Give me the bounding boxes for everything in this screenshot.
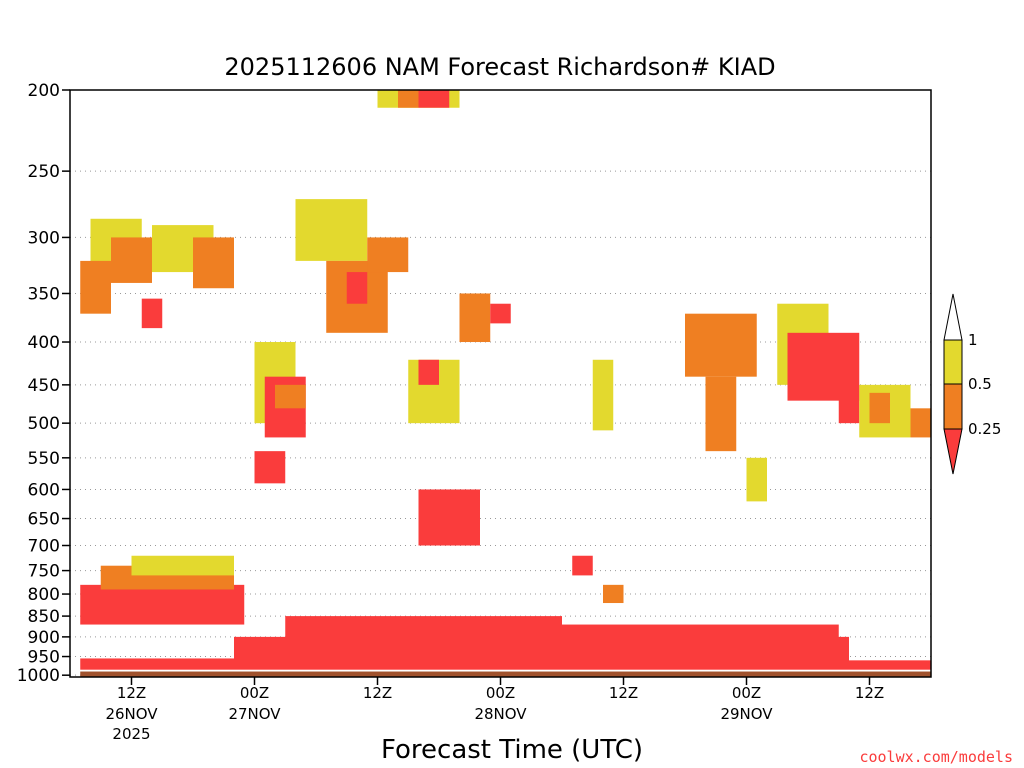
region-ri bbox=[849, 660, 931, 670]
region-ground bbox=[80, 671, 931, 677]
region-ri bbox=[838, 384, 860, 424]
x-tick-date: 28NOV bbox=[474, 705, 527, 723]
region-ri bbox=[193, 237, 234, 289]
region-ri bbox=[111, 237, 152, 283]
region-ri bbox=[869, 392, 890, 424]
region-ri bbox=[131, 555, 234, 576]
region-ri bbox=[910, 408, 931, 438]
x-tick-date: 29NOV bbox=[720, 705, 773, 723]
y-tick-label: 200 bbox=[28, 81, 60, 101]
y-tick-label: 300 bbox=[28, 228, 60, 248]
x-tick-label: 12Z bbox=[363, 684, 392, 702]
region-ri bbox=[603, 584, 624, 604]
y-tick-label: 600 bbox=[28, 480, 60, 500]
region-ri bbox=[459, 293, 491, 343]
x-tick-label: 12Z bbox=[117, 684, 146, 702]
x-tick-year: 2025 bbox=[112, 725, 150, 743]
richardson-regions bbox=[80, 90, 931, 677]
region-ri bbox=[346, 272, 368, 304]
y-tick-label: 750 bbox=[28, 562, 60, 582]
region-ri bbox=[275, 384, 306, 409]
x-tick-date: 27NOV bbox=[228, 705, 281, 723]
region-ri bbox=[80, 584, 245, 625]
x-tick-date: 26NOV bbox=[105, 705, 158, 723]
y-tick-label: 650 bbox=[28, 510, 60, 530]
colorbar-legend: 1 0.5 0.25 bbox=[943, 293, 1001, 475]
y-tick-label: 700 bbox=[28, 537, 60, 557]
legend-label: 1 bbox=[968, 331, 978, 349]
legend-swatch bbox=[943, 383, 963, 430]
region-ri bbox=[254, 451, 286, 484]
y-tick-label: 950 bbox=[28, 648, 60, 668]
region-ri bbox=[746, 457, 767, 502]
credit-text: coolwx.com/models bbox=[859, 748, 1013, 766]
y-tick-label: 400 bbox=[28, 333, 60, 353]
x-tick-label: 00Z bbox=[486, 684, 515, 702]
region-ri bbox=[398, 90, 419, 108]
region-ri bbox=[418, 489, 480, 546]
region-ri bbox=[141, 298, 163, 329]
region-ri bbox=[490, 303, 511, 324]
legend-label: 0.25 bbox=[968, 420, 1001, 438]
x-tick-label: 00Z bbox=[732, 684, 761, 702]
y-axis-ticks: 200 250 300 350 400 450 500 550 600 650 700 750 8008… bbox=[17, 81, 70, 686]
y-tick-label: 550 bbox=[28, 449, 60, 469]
legend-top-arrow bbox=[943, 293, 963, 341]
y-tick-label: 350 bbox=[28, 284, 60, 304]
y-tick-label: 250 bbox=[28, 162, 60, 182]
region-ri bbox=[295, 199, 368, 261]
x-tick-label: 12Z bbox=[609, 684, 638, 702]
legend-label: 0.5 bbox=[968, 375, 992, 393]
region-ri bbox=[562, 624, 839, 643]
legend-swatch bbox=[943, 339, 963, 385]
x-tick-label: 00Z bbox=[240, 684, 269, 702]
y-tick-label: 800 bbox=[28, 585, 60, 605]
x-axis-ticks: 12Z 26NOV 2025 00Z 27NOV 12Z 00Z 28NOV 12Z 00Z 29N… bbox=[105, 677, 884, 743]
region-ri bbox=[418, 359, 439, 385]
region-ri bbox=[80, 260, 111, 314]
y-tick-label: 850 bbox=[28, 607, 60, 627]
x-tick-label: 12Z bbox=[855, 684, 884, 702]
region-ri bbox=[705, 376, 737, 452]
y-tick-label: 900 bbox=[28, 628, 60, 648]
region-ri bbox=[592, 359, 614, 431]
region-ri bbox=[285, 616, 562, 641]
legend-bottom-arrow bbox=[943, 428, 963, 475]
y-tick-label: 450 bbox=[28, 376, 60, 396]
region-ri bbox=[685, 313, 757, 377]
chart-title: 2025112606 NAM Forecast Richardson# KIAD bbox=[224, 53, 775, 81]
region-ri bbox=[80, 658, 234, 670]
region-ri bbox=[418, 90, 450, 108]
y-tick-label: 1000 bbox=[17, 666, 60, 686]
region-ri bbox=[367, 237, 409, 273]
region-ri bbox=[572, 555, 593, 576]
y-tick-label: 500 bbox=[28, 414, 60, 434]
x-axis-label: Forecast Time (UTC) bbox=[381, 735, 643, 765]
